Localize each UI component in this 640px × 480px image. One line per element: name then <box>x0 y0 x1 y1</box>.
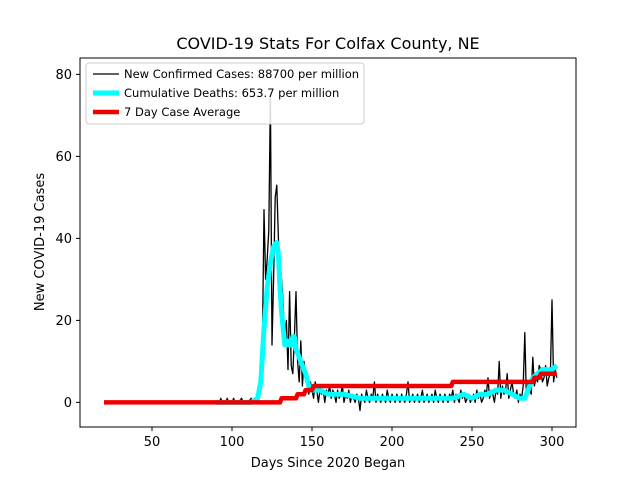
legend-box <box>85 62 365 125</box>
y-tick-label: 80 <box>55 68 72 83</box>
series-line-1 <box>216 240 559 405</box>
y-tick-label: 20 <box>55 314 72 329</box>
plot-frame <box>79 57 577 428</box>
x-tick-label: 200 <box>380 435 405 450</box>
y-tick-label: 0 <box>64 396 72 411</box>
series-layer <box>104 94 559 412</box>
y-axis-label: New COVID-19 Cases <box>33 173 48 311</box>
x-axis: 50 100 150 200 250 300 <box>144 427 565 450</box>
legend: New Confirmed Cases: 88700 per million C… <box>85 62 365 125</box>
x-tick-label: 300 <box>540 435 565 450</box>
legend-label-new-cases: New Confirmed Cases: 88700 per million <box>124 67 359 81</box>
series-line-2 <box>104 371 557 405</box>
y-axis: 0 20 40 60 80 <box>55 68 80 411</box>
y-tick-label: 40 <box>55 232 72 247</box>
x-axis-label: Days Since 2020 Began <box>251 456 406 471</box>
y-tick-label: 60 <box>55 150 72 165</box>
x-tick-label: 50 <box>144 435 161 450</box>
legend-label-7-day-average: 7 Day Case Average <box>124 105 240 119</box>
x-tick-label: 150 <box>300 435 325 450</box>
x-tick-label: 100 <box>220 435 245 450</box>
chart-title: COVID-19 Stats For Colfax County, NE <box>176 34 479 53</box>
x-tick-label: 250 <box>460 435 485 450</box>
legend-label-cumulative-deaths: Cumulative Deaths: 653.7 per million <box>124 86 339 100</box>
